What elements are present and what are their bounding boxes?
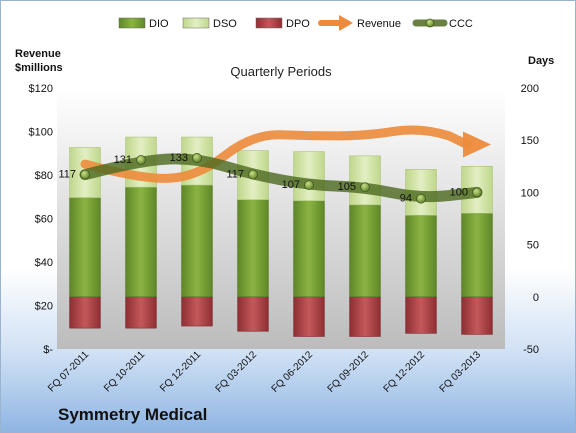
left-tick-label: $20 [35, 301, 53, 313]
ccc-point [80, 169, 90, 180]
ccc-point [136, 155, 146, 165]
right-tick-label: 0 [533, 292, 539, 304]
right-tick-label: 100 [521, 187, 539, 199]
ccc-data-label: 117 [58, 169, 76, 181]
ccc-point [248, 169, 258, 180]
revenue-arrowhead [463, 131, 491, 158]
left-tick-label: $40 [35, 257, 53, 269]
legend: DIO DSO DPO Revenue CCC [118, 15, 473, 31]
left-axis-label-line2: $millions [15, 62, 63, 74]
ccc-line [79, 153, 483, 203]
x-tick-label: FQ 06-2012 [270, 349, 316, 395]
ccc-point [416, 193, 426, 204]
dio-bar [237, 199, 269, 298]
dpo-bar [125, 296, 157, 329]
dio-bar [293, 200, 325, 298]
legend-swatch [182, 17, 210, 29]
legend-label: CCC [449, 18, 473, 30]
plot-area [57, 88, 505, 349]
ccc-data-label: 117 [226, 169, 244, 181]
dio-bar [125, 186, 157, 298]
ccc-data-label: 107 [282, 179, 300, 191]
x-tick-label: FQ 10-2011 [102, 349, 147, 394]
legend-swatch [118, 17, 146, 29]
legend-marker [425, 18, 435, 28]
left-tick-label: $60 [35, 214, 53, 226]
left-axis-label-line1: Revenue [15, 48, 61, 60]
dio-bar [461, 212, 493, 298]
revenue-series [80, 125, 491, 183]
left-axis-ticks: $- $20 $40 $60 $80 $100 $120 [29, 83, 54, 356]
right-tick-label: 50 [527, 240, 539, 252]
ccc-series: 117 131 133 117 107 105 94 100 [58, 152, 483, 205]
dpo-bar [293, 296, 325, 337]
right-axis-label: Days [528, 55, 554, 67]
ccc-point [192, 153, 202, 163]
chart-title: Quarterly Periods [230, 64, 332, 79]
legend-swatch [255, 17, 283, 29]
x-tick-label: FQ 09-2012 [326, 349, 372, 395]
dio-bar [405, 215, 437, 298]
dso-bar [293, 151, 325, 202]
dpo-bar [461, 296, 493, 335]
dio-bar [69, 197, 101, 298]
ccc-point [360, 182, 370, 193]
ccc-data-label: 131 [114, 154, 132, 166]
ccc-point [472, 187, 482, 198]
legend-label: Revenue [357, 18, 401, 30]
dio-bar [349, 204, 381, 298]
legend-label: DPO [286, 18, 310, 30]
legend-label: DSO [213, 18, 237, 30]
left-tick-label: $100 [29, 127, 53, 139]
ccc-data-label: 100 [450, 186, 468, 198]
legend-arrowhead [339, 15, 353, 31]
legend-label: DIO [149, 18, 169, 30]
ccc-point [304, 180, 314, 190]
left-tick-label: $- [43, 344, 53, 356]
right-tick-label: 200 [521, 83, 539, 95]
x-tick-label: FQ 03-2013 [438, 349, 484, 395]
ccc-data-label: 133 [170, 152, 188, 164]
x-tick-label: FQ 03-2012 [214, 349, 260, 395]
dpo-bar [69, 296, 101, 329]
ccc-data-label: 94 [400, 193, 412, 205]
x-tick-label: FQ 12-2012 [382, 349, 428, 395]
dpo-bar [237, 296, 269, 332]
right-tick-label: 150 [521, 135, 539, 147]
right-tick-label: -50 [523, 344, 539, 356]
left-tick-label: $80 [35, 170, 53, 182]
right-axis-ticks: -50 0 50 100 150 200 [521, 83, 539, 356]
company-name: Symmetry Medical [58, 405, 208, 424]
dpo-bar [349, 296, 381, 337]
dso-bar [349, 155, 381, 206]
dpo-bar [405, 296, 437, 334]
dio-bar [181, 184, 213, 298]
left-tick-label: $120 [29, 83, 53, 95]
revenue-line [80, 125, 472, 183]
ccc-data-label: 105 [338, 181, 356, 193]
x-tick-label: FQ 12-2011 [158, 349, 203, 394]
dpo-bar [181, 296, 213, 327]
x-axis-labels: FQ 07-2011 FQ 10-2011 FQ 12-2011 FQ 03-2012… [46, 349, 483, 395]
